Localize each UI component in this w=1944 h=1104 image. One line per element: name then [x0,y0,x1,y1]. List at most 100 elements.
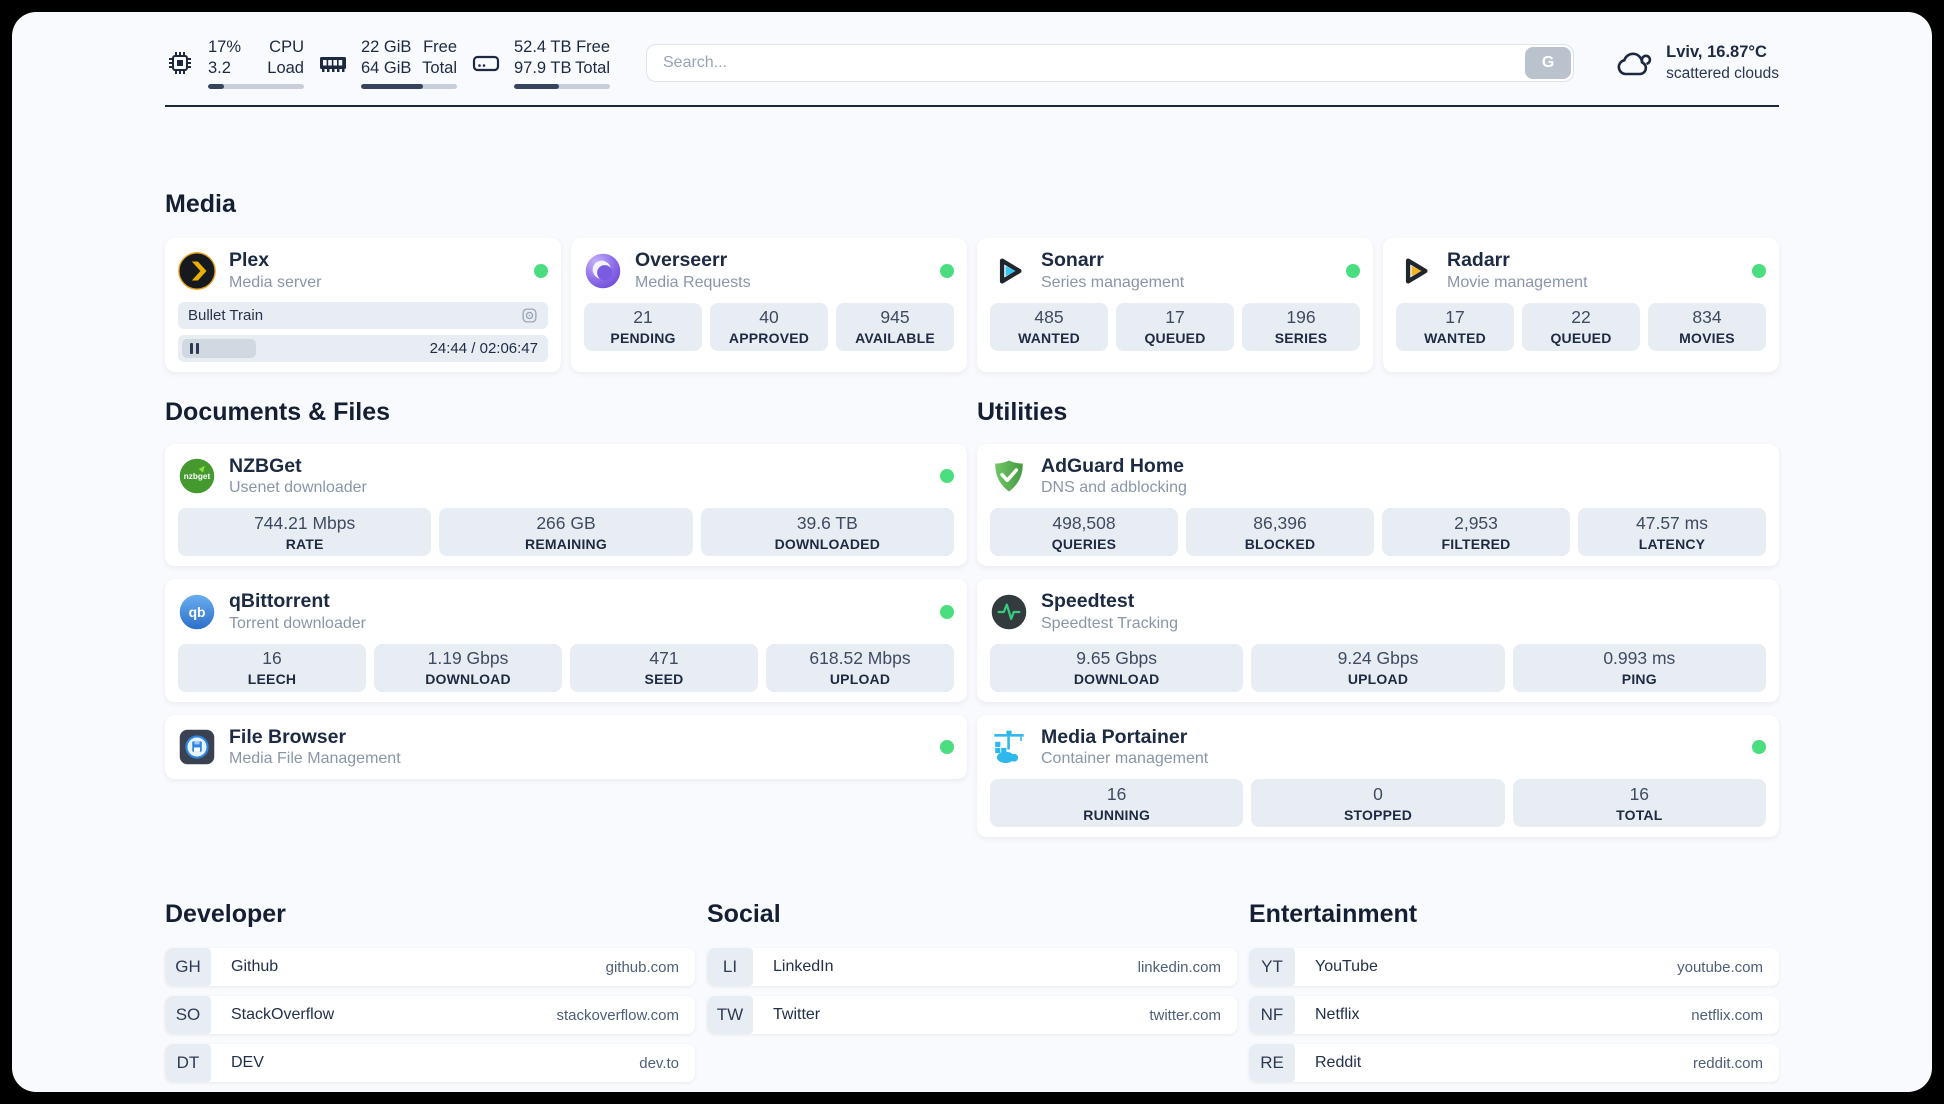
status-dot [534,263,548,278]
service-subtitle: Media Requests [635,273,751,291]
bookmark-name: Github [231,958,279,976]
status-dot [940,263,954,278]
disk-progress-bar [514,84,610,90]
bookmark-abbr: GH [165,948,211,987]
bookmark-url: youtube.com [1677,958,1763,976]
svg-text:nzbget: nzbget [184,472,211,481]
weather-condition: scattered clouds [1666,64,1779,82]
service-card-portainer[interactable]: Media Portainer Container management 16 … [977,714,1779,838]
memory-labels: Free Total [422,37,457,79]
stat-available: 945 AVAILABLE [836,302,954,351]
service-card-speedtest[interactable]: Speedtest Speedtest Tracking 9.65 Gbps D… [977,579,1779,702]
dashboard-page: 17% 3.2 CPU Load [12,12,1932,1092]
bookmark-reddit[interactable]: RE Reddit reddit.com [1249,1044,1779,1083]
service-name: File Browser [229,725,347,748]
overseerr-icon [584,252,622,290]
bookmark-twitter[interactable]: TW Twitter twitter.com [707,996,1237,1035]
bookmark-name: StackOverflow [231,1006,335,1024]
cpu-label: CPU [269,38,304,56]
status-dot [940,740,954,755]
stat-pending: 21 PENDING [584,302,702,351]
disk-labels: Free Total [575,37,610,79]
memory-free: 22 GiB [361,38,412,56]
status-dot [1752,263,1766,278]
bookmark-url: linkedin.com [1137,958,1221,976]
service-subtitle: Movie management [1447,273,1588,291]
service-subtitle: DNS and adblocking [1041,479,1187,497]
disk-total-label: Total [575,59,610,78]
session-disc-icon[interactable] [521,307,538,324]
service-card-adguard[interactable]: AdGuard Home DNS and adblocking 498,508 … [977,444,1779,567]
service-name: Radarr [1447,249,1510,272]
playback-progress: 24:44 / 02:06:47 [178,334,548,362]
stat-download: 9.65 Gbps DOWNLOAD [990,643,1244,692]
nzbget-icon: nzbget [178,457,216,495]
service-subtitle: Series management [1041,273,1185,291]
search-engine-button[interactable]: G [1525,47,1572,80]
cpu-values: 17% 3.2 [208,37,241,79]
bookmark-url: reddit.com [1692,1054,1763,1072]
system-resources: 17% 3.2 CPU Load [165,37,610,90]
cpu-widget: 17% 3.2 CPU Load [165,37,304,90]
bookmark-abbr: SO [165,996,211,1035]
bookmark-url: github.com [605,958,679,976]
service-name: Overseerr [635,249,728,272]
bookmark-name: Reddit [1315,1054,1362,1072]
status-dot [940,604,954,619]
bookmark-group-entertainment: Entertainment YT YouTube youtube.com NF … [1249,899,1779,1083]
memory-free-label: Free [423,38,457,56]
stat-leech: 16 LEECH [178,643,366,692]
service-subtitle: Speedtest Tracking [1041,614,1178,632]
stat-queued: 22 QUEUED [1522,302,1640,351]
service-card-plex[interactable]: Plex Media server Bullet Train [165,238,561,372]
service-card-filebrowser[interactable]: File Browser Media File Management [165,714,967,780]
bookmark-title-social: Social [707,900,781,929]
disk-free: 52.4 TB [514,38,572,56]
now-playing-bar: Bullet Train [178,301,548,329]
service-card-nzbget[interactable]: nzbget NZBGet Usenet downloader 74 [165,444,967,567]
service-card-qbittorrent[interactable]: qb qBittorrent Torrent downloader [165,579,967,702]
service-name: Plex [229,249,270,272]
disk-values: 52.4 TB 97.9 TB [514,37,571,79]
service-card-sonarr[interactable]: Sonarr Series management 485 WANTED 17 Q… [977,238,1373,372]
service-card-radarr[interactable]: Radarr Movie management 17 WANTED 22 QUE… [1383,238,1779,372]
stat-downloaded: 39.6 TB DOWNLOADED [700,508,954,557]
disk-total: 97.9 TB [514,59,572,78]
bookmark-group-developer: Developer GH Github github.com SO StackO… [165,899,695,1083]
memory-progress-bar [361,84,457,90]
adguard-icon [990,457,1028,495]
cpu-labels: CPU Load [267,37,304,79]
stat-rate: 744.21 Mbps RATE [178,508,432,557]
bookmark-linkedin[interactable]: LI LinkedIn linkedin.com [707,948,1237,987]
stat-total: 16 TOTAL [1512,779,1766,828]
bookmark-stackoverflow[interactable]: SO StackOverflow stackoverflow.com [165,996,695,1035]
service-card-overseerr[interactable]: Overseerr Media Requests 21 PENDING 40 A… [571,238,967,372]
status-dot [1752,740,1766,755]
bookmark-abbr: RE [1249,1044,1295,1083]
sonarr-icon [990,252,1028,290]
stat-download: 1.19 Gbps DOWNLOAD [374,643,562,692]
bookmark-youtube[interactable]: YT YouTube youtube.com [1249,948,1779,987]
service-name: qBittorrent [229,590,330,613]
playback-time: 24:44 / 02:06:47 [429,339,538,357]
weather-widget: Lviv, 16.87°C scattered clouds [1612,42,1779,84]
bookmark-dev[interactable]: DT DEV dev.to [165,1044,695,1083]
cpu-load: 3.2 [208,59,231,78]
service-subtitle: Usenet downloader [229,479,367,497]
stat-ping: 0.993 ms PING [1512,643,1766,692]
bookmark-name: DEV [231,1054,264,1072]
search-input[interactable] [646,44,1575,83]
top-bar: 17% 3.2 CPU Load [165,12,1779,90]
pause-icon [190,342,199,354]
bookmark-url: twitter.com [1149,1006,1221,1024]
bookmark-name: Netflix [1315,1006,1360,1024]
bookmark-netflix[interactable]: NF Netflix netflix.com [1249,996,1779,1035]
stat-latency: 47.57 ms LATENCY [1578,508,1766,557]
disk-widget: 52.4 TB 97.9 TB Free Total [471,37,610,90]
stat-queries: 498,508 QUERIES [990,508,1178,557]
memory-values: 22 GiB 64 GiB [361,37,411,79]
qbittorrent-icon: qb [178,593,216,631]
stat-remaining: 266 GB REMAINING [439,508,693,557]
bookmark-github[interactable]: GH Github github.com [165,948,695,987]
search-bar: G [646,44,1575,83]
